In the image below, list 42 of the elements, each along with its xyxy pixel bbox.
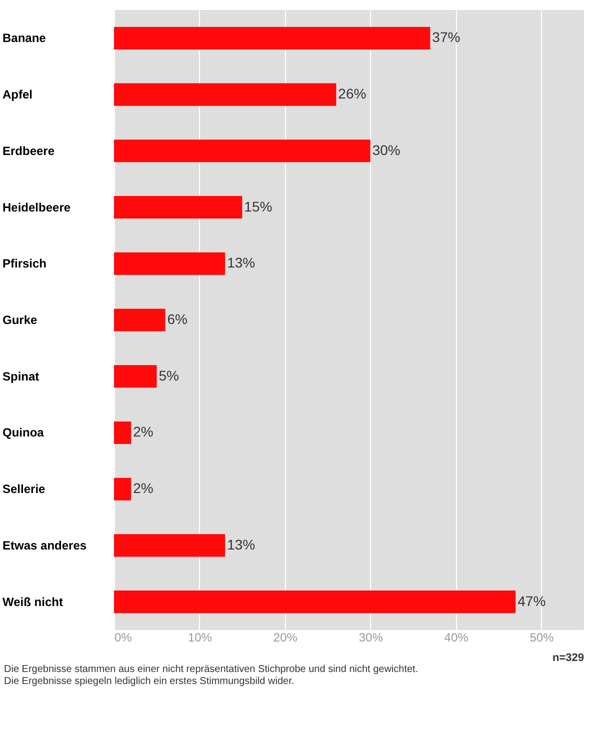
y-tick-label: Banane	[2, 31, 46, 46]
x-tick-label: 10%	[188, 630, 212, 644]
data-label: 2%	[133, 424, 154, 440]
data-label: 13%	[227, 536, 256, 552]
data-label: 6%	[167, 311, 188, 327]
y-tick-label: Heidelbeere	[2, 200, 71, 214]
data-label: 2%	[133, 480, 154, 496]
bar	[114, 252, 226, 275]
bar	[114, 478, 132, 500]
y-tick-label: Pfirsich	[2, 256, 47, 271]
bar	[114, 26, 430, 50]
data-label: 37%	[432, 29, 460, 46]
y-tick-label: Quinoa	[2, 426, 44, 440]
y-tick-label: Gurke	[2, 313, 38, 327]
bar	[114, 421, 132, 444]
text: Die Ergebnisse spiegeln lediglich ein erstes Stimmungsbild wider.	[4, 676, 294, 687]
x-tick-label: 50%	[530, 630, 554, 644]
data-label: 5%	[158, 367, 179, 384]
y-tick-label: Erdbeere	[2, 144, 55, 158]
y-tick-label: Spinat	[2, 369, 40, 384]
bar	[114, 83, 336, 106]
data-label: 13%	[227, 254, 256, 271]
text: Die Ergebnisse stammen aus einer nicht repräsentativen Stichprobe und sind nicht gewichtet.	[4, 664, 418, 675]
bar	[114, 196, 242, 219]
data-label: 30%	[372, 142, 400, 158]
y-tick-label: Sellerie	[2, 482, 46, 496]
y-tick-label: Etwas anderes	[2, 538, 87, 552]
data-label: 26%	[338, 86, 366, 102]
bar	[114, 534, 226, 557]
bar	[114, 590, 516, 614]
text: n=329	[552, 652, 584, 664]
x-tick-label: 20%	[273, 630, 298, 644]
y-tick-label: Apfel	[2, 88, 32, 102]
x-tick-label: 40%	[444, 630, 469, 644]
bar	[114, 308, 166, 332]
bar	[114, 140, 370, 162]
x-tick-label: 0%	[114, 630, 132, 644]
data-label: 15%	[244, 198, 272, 214]
data-label: 47%	[518, 592, 546, 609]
bar	[114, 365, 157, 388]
y-tick-label: Weiß nicht	[2, 594, 63, 609]
x-tick-label: 30%	[358, 630, 384, 644]
